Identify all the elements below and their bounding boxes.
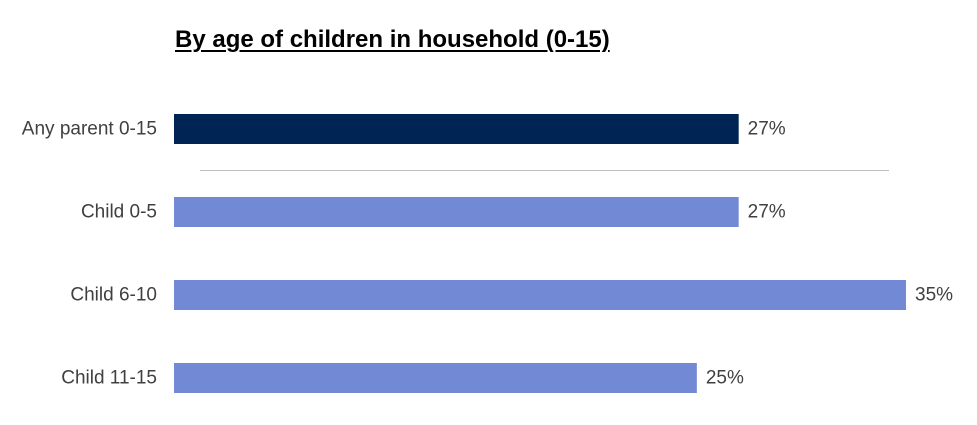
category-label-1: Any parent 0-15 bbox=[22, 119, 157, 140]
bar-4 bbox=[174, 363, 697, 393]
bar-3 bbox=[174, 280, 906, 310]
chart-title: By age of children in household (0-15) bbox=[175, 26, 610, 53]
value-label-1: 27% bbox=[748, 119, 786, 140]
bar-1 bbox=[174, 114, 739, 144]
value-label-3: 35% bbox=[915, 285, 953, 306]
category-label-4: Child 11-15 bbox=[61, 368, 157, 389]
category-label-3: Child 6-10 bbox=[70, 285, 157, 306]
value-labels-layer: 27% 27% 35% 25% bbox=[706, 119, 953, 389]
value-label-4: 25% bbox=[706, 368, 744, 389]
value-label-2: 27% bbox=[748, 202, 786, 223]
bar-2 bbox=[174, 197, 739, 227]
category-labels-layer: Any parent 0-15 Child 0-5 Child 6-10 Child … bbox=[22, 119, 157, 389]
category-label-2: Child 0-5 bbox=[81, 202, 157, 223]
bars-layer bbox=[174, 114, 906, 393]
